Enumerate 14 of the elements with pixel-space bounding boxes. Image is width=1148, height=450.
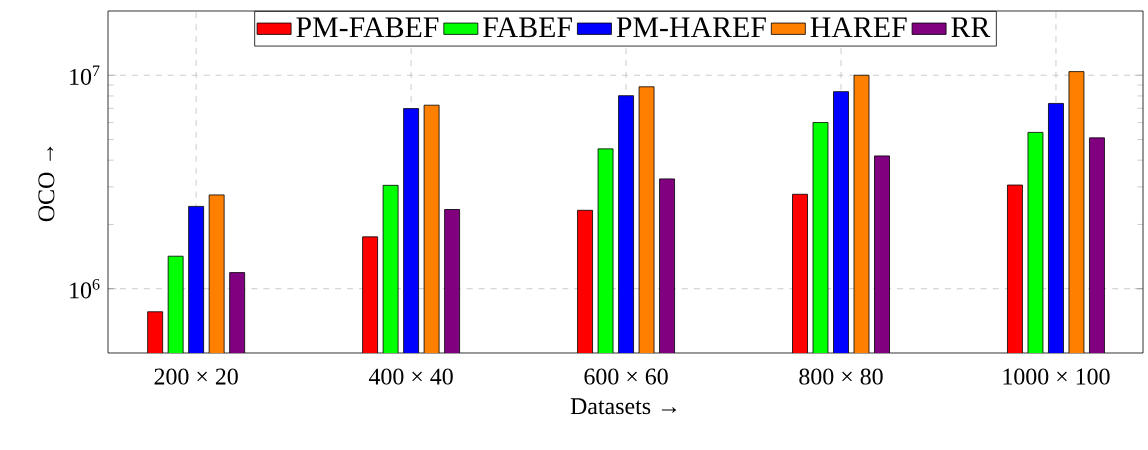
x-tick-label: 400 × 40 xyxy=(368,368,453,385)
legend-label: FABEF xyxy=(483,17,572,38)
y-axis-title: OCO → xyxy=(38,146,55,222)
legend-label: PM-FABEF xyxy=(296,17,439,38)
x-axis-title: Datasets → xyxy=(570,398,677,415)
legend-label: HAREF xyxy=(810,17,907,38)
y-tick-label: 10$^{7}$ xyxy=(70,65,100,85)
x-tick-label: 1000 × 100 xyxy=(1003,368,1110,385)
x-tick-label: 800 × 80 xyxy=(799,368,883,385)
x-tick-label: 600 × 60 xyxy=(584,368,668,385)
legend-label: PM-HAREF xyxy=(616,17,766,38)
legend-label: RR xyxy=(951,17,991,38)
x-tick-label: 200 × 20 xyxy=(154,368,238,385)
y-tick-label: 10$^{6}$ xyxy=(70,278,100,299)
